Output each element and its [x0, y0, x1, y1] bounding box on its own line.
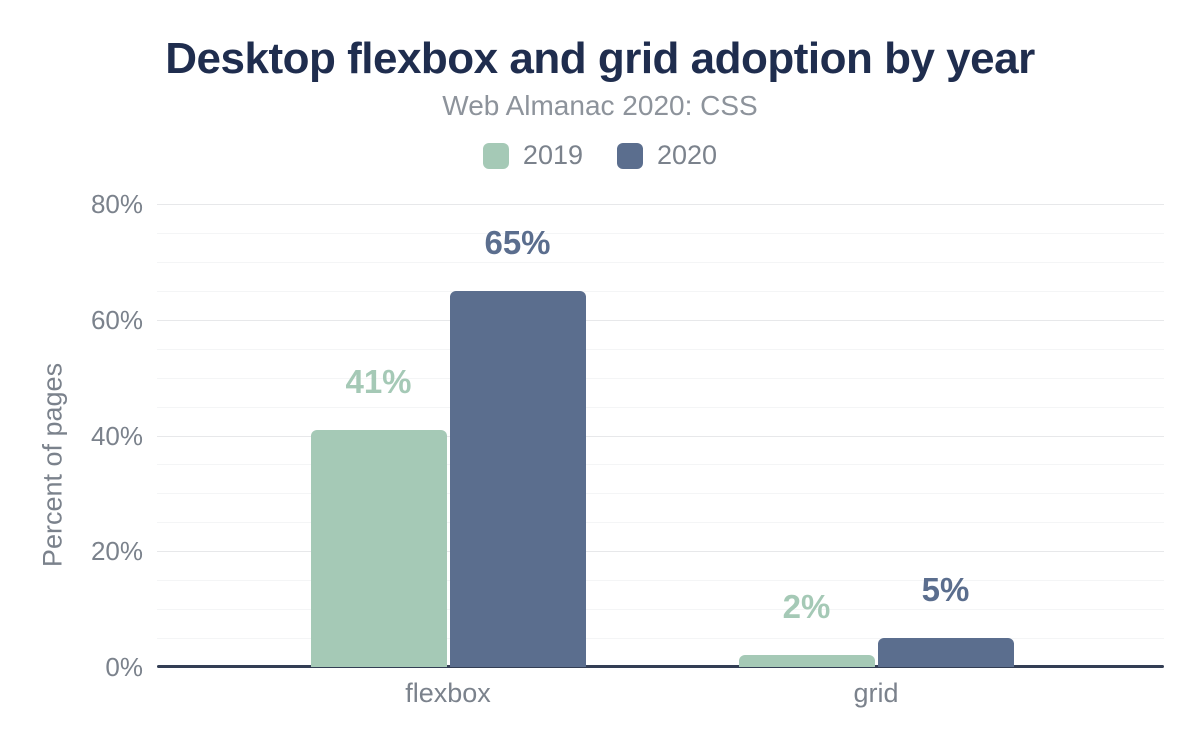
gridline-major	[157, 551, 1164, 553]
gridline-minor	[157, 464, 1164, 466]
bar-2020-grid	[877, 638, 1014, 667]
y-tick-label: 0%	[105, 652, 143, 682]
gridline-major	[157, 435, 1164, 437]
bar-2020-flexbox	[449, 290, 586, 667]
bar-value-label: 65%	[484, 223, 551, 261]
bar-value-label: 2%	[782, 588, 831, 626]
gridline-minor	[157, 348, 1164, 350]
bar-2019-flexbox	[310, 429, 447, 667]
legend-swatch-2020	[617, 142, 643, 169]
gridline-major	[157, 204, 1164, 205]
x-tick-label-flexbox: flexbox	[405, 678, 491, 708]
legend-item-2019: 2019	[482, 140, 583, 171]
plot-area: 41% 2% 65% 5%	[157, 190, 1164, 668]
gridline-minor	[157, 232, 1164, 234]
y-tick-label: 60%	[90, 304, 143, 335]
gridline-minor	[157, 377, 1164, 379]
bar-value-label: 5%	[921, 571, 970, 609]
gridline-minor	[157, 638, 1164, 640]
chart-subtitle: Web Almanac 2020: CSS	[442, 90, 758, 121]
legend-item-2020: 2020	[617, 140, 717, 171]
legend-swatch-2019	[482, 142, 509, 169]
y-axis-title: Percent of pages	[37, 362, 68, 568]
gridline-minor	[157, 493, 1164, 495]
x-axis-line	[157, 665, 1164, 668]
bar-2019-grid	[738, 655, 875, 667]
legend-label: 2020	[657, 140, 718, 170]
x-tick-label-grid: grid	[853, 678, 899, 708]
gridline-minor	[157, 609, 1164, 611]
legend: 2019 2020	[0, 140, 1200, 171]
y-tick-label: 20%	[90, 536, 143, 567]
gridline-minor	[157, 406, 1164, 408]
gridline-minor	[157, 522, 1164, 524]
y-tick-label: 80%	[90, 189, 143, 219]
gridline-major	[157, 319, 1164, 321]
y-tick-label: 40%	[90, 420, 143, 451]
gridline-minor	[157, 290, 1164, 292]
gridline-minor	[157, 580, 1164, 582]
legend-label: 2019	[522, 140, 583, 170]
bar-value-label: 41%	[345, 362, 412, 400]
gridline-minor	[157, 261, 1164, 263]
chart-title: Desktop flexbox and grid adoption by yea…	[165, 34, 1035, 83]
